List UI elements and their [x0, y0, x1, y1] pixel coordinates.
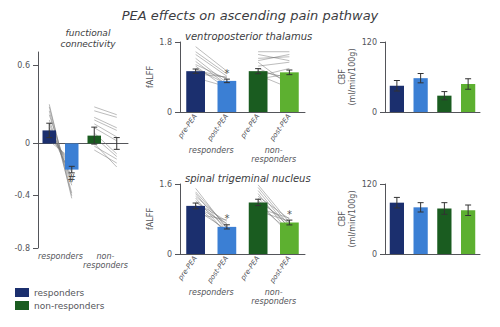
svg-text:fALFF: fALFF: [146, 208, 155, 230]
svg-text:non-: non-: [265, 146, 283, 155]
svg-text:non-: non-: [97, 252, 115, 261]
svg-text:responders: responders: [189, 288, 234, 297]
svg-text:1.6: 1.6: [159, 180, 172, 189]
svg-text:0: 0: [372, 250, 377, 259]
svg-text:PEA effects on ascending pain: PEA effects on ascending pain pathway: [122, 8, 379, 23]
svg-text:functional: functional: [66, 28, 111, 38]
svg-text:responders: responders: [38, 252, 83, 261]
svg-text:(ml/min/100g): (ml/min/100g): [348, 48, 357, 105]
svg-text:non-: non-: [265, 288, 283, 297]
svg-text:0: 0: [167, 250, 172, 259]
svg-text:1.8: 1.8: [159, 38, 172, 47]
svg-text:responders: responders: [189, 146, 234, 155]
svg-text:0: 0: [25, 139, 30, 148]
svg-text:120: 120: [362, 180, 377, 189]
svg-text:0: 0: [167, 108, 172, 117]
svg-text:connectivity: connectivity: [60, 39, 116, 49]
svg-text:post-PEA: post-PEA: [205, 255, 230, 286]
svg-text:-0.8: -0.8: [14, 244, 30, 253]
svg-text:spinal trigeminal nucleus: spinal trigeminal nucleus: [185, 173, 311, 184]
svg-text:0.6: 0.6: [17, 61, 30, 70]
svg-text:post-PEA: post-PEA: [205, 113, 230, 144]
svg-text:ventroposterior thalamus: ventroposterior thalamus: [185, 31, 312, 42]
svg-text:-0.4: -0.4: [14, 191, 30, 200]
svg-text:fALFF: fALFF: [146, 66, 155, 88]
svg-text:*: *: [287, 209, 292, 220]
svg-text:CBF: CBF: [338, 69, 347, 85]
svg-text:(ml/min/100g): (ml/min/100g): [348, 190, 357, 247]
svg-text:responders: responders: [251, 297, 296, 306]
svg-text:#: #: [68, 173, 76, 184]
svg-text:*: *: [224, 68, 229, 79]
svg-text:*: *: [224, 213, 229, 224]
svg-text:non-responders: non-responders: [34, 301, 105, 311]
svg-text:responders: responders: [34, 288, 85, 298]
svg-text:pre-PEA: pre-PEA: [176, 255, 199, 283]
svg-text:CBF: CBF: [338, 211, 347, 227]
svg-text:responders: responders: [251, 155, 296, 164]
svg-text:post-PEA: post-PEA: [268, 113, 293, 144]
svg-text:pre-PEA: pre-PEA: [238, 255, 261, 283]
svg-text:0: 0: [372, 108, 377, 117]
svg-text:pre-PEA: pre-PEA: [238, 113, 261, 141]
svg-text:120: 120: [362, 38, 377, 47]
svg-text:post-PEA: post-PEA: [268, 255, 293, 286]
svg-text:pre-PEA: pre-PEA: [176, 113, 199, 141]
svg-text:responders: responders: [83, 261, 128, 270]
